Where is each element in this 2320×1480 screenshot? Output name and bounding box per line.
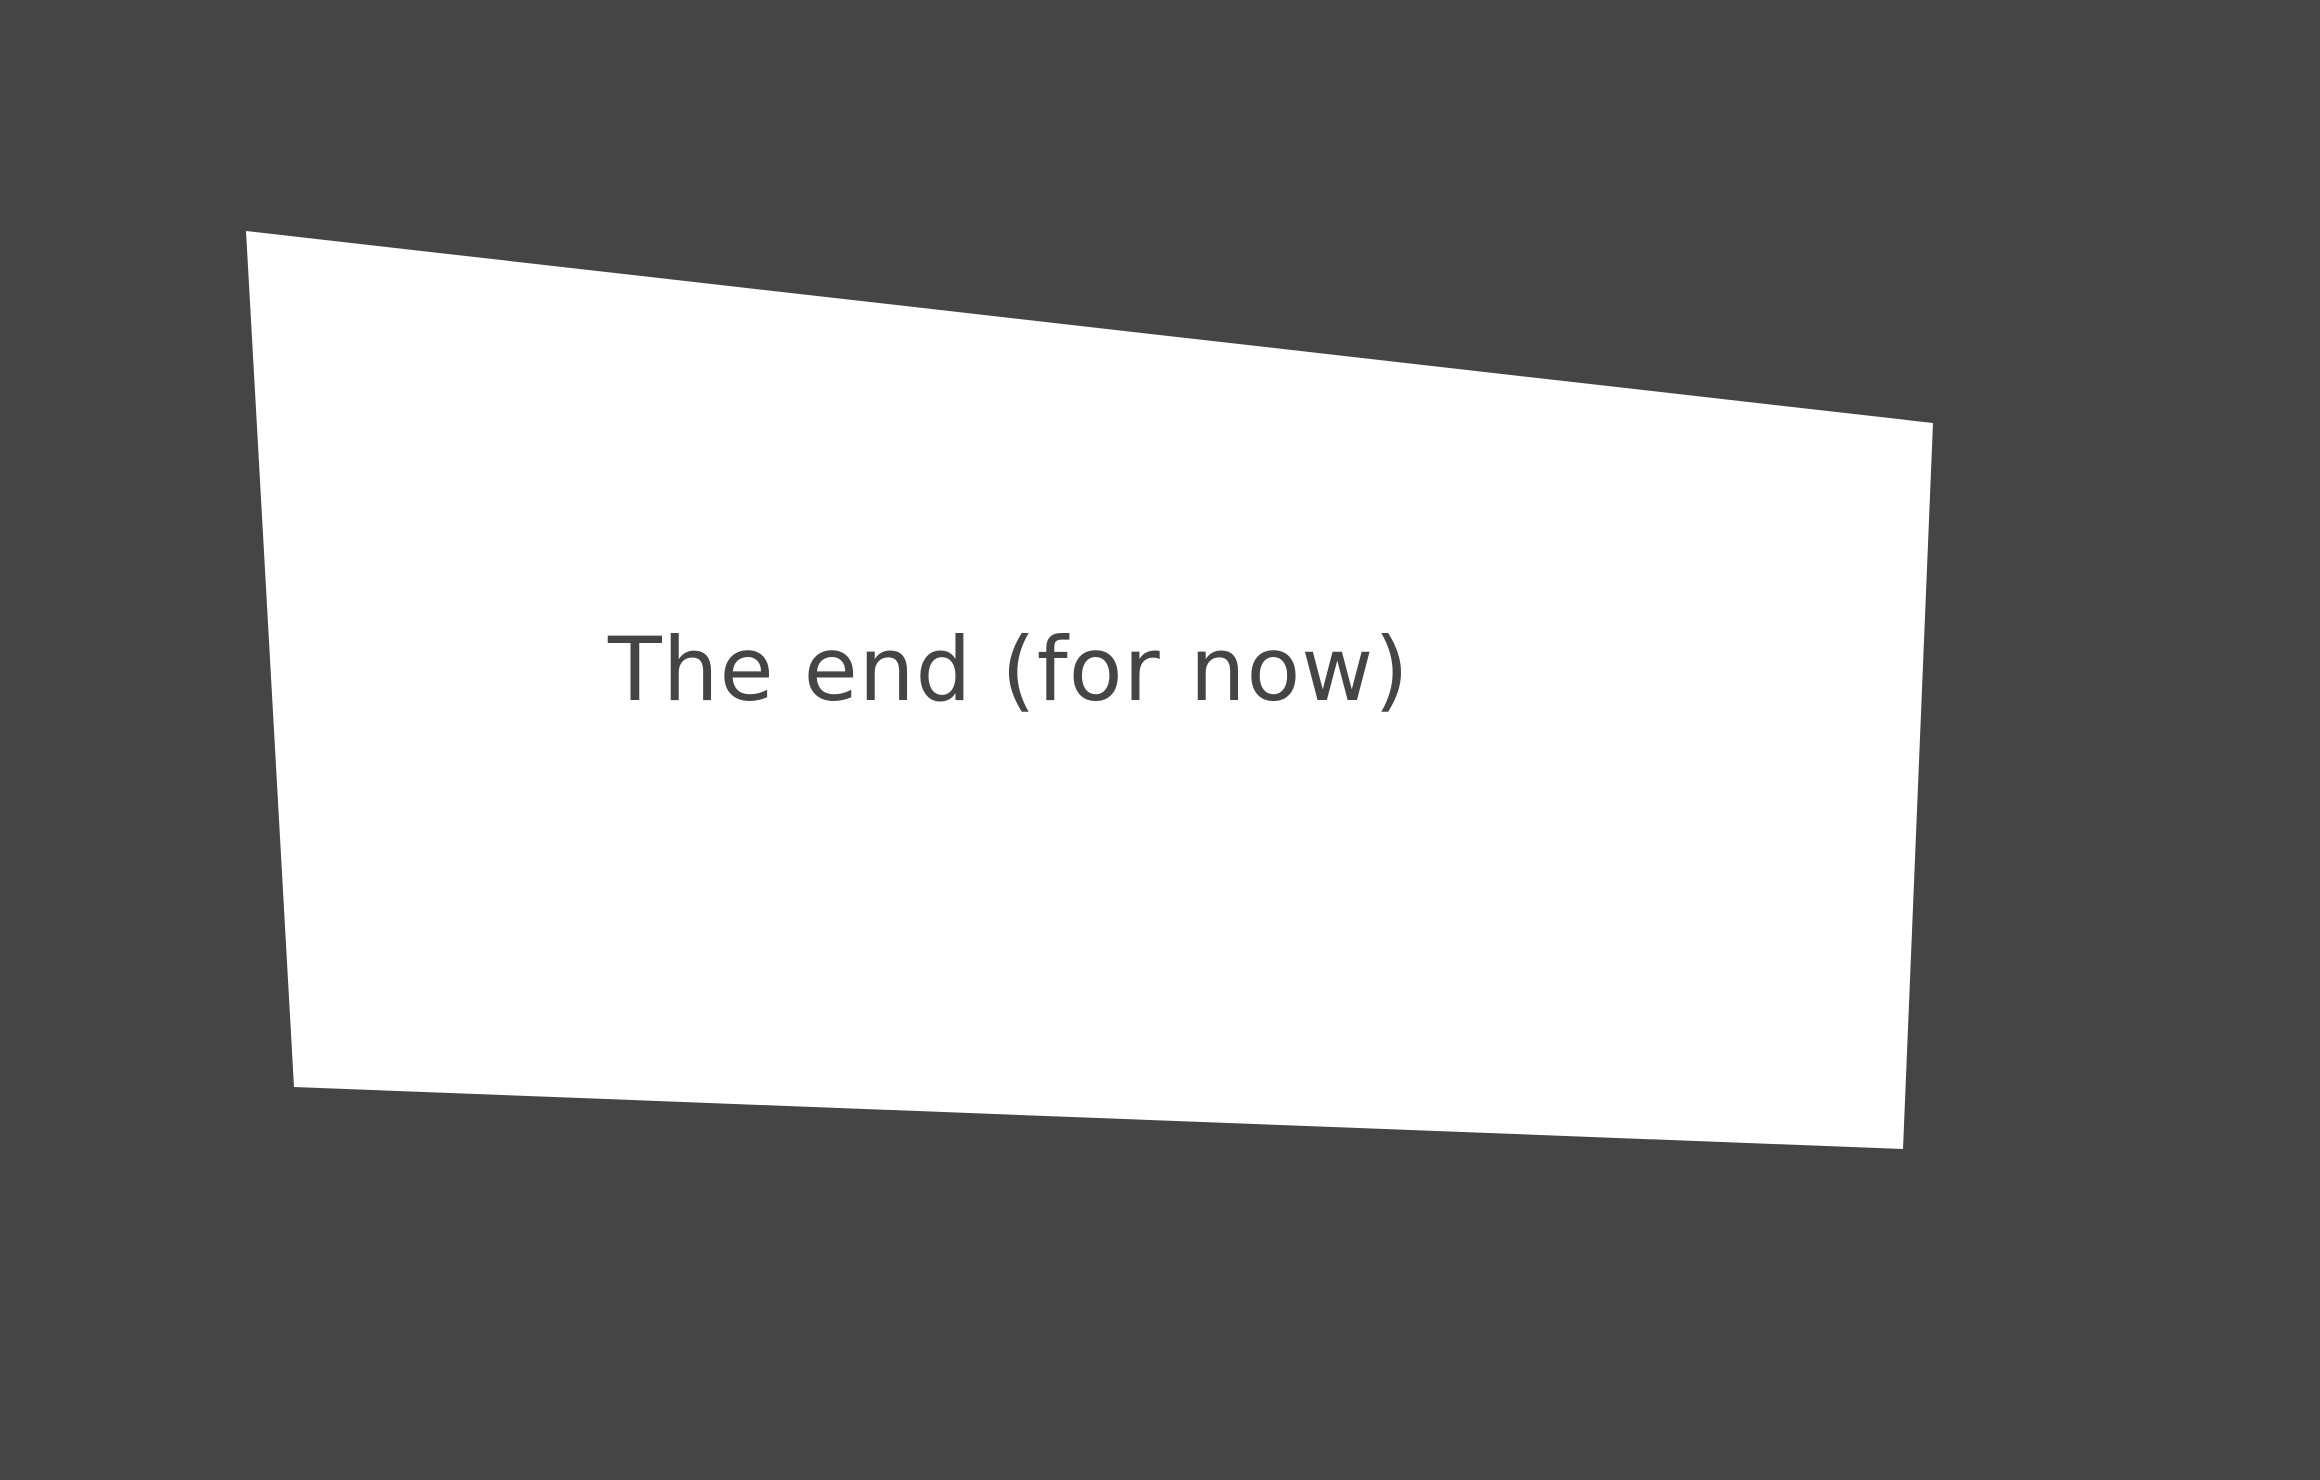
white-quadrilateral-panel	[246, 231, 1933, 1149]
slide-caption: The end (for now)	[608, 618, 1410, 721]
